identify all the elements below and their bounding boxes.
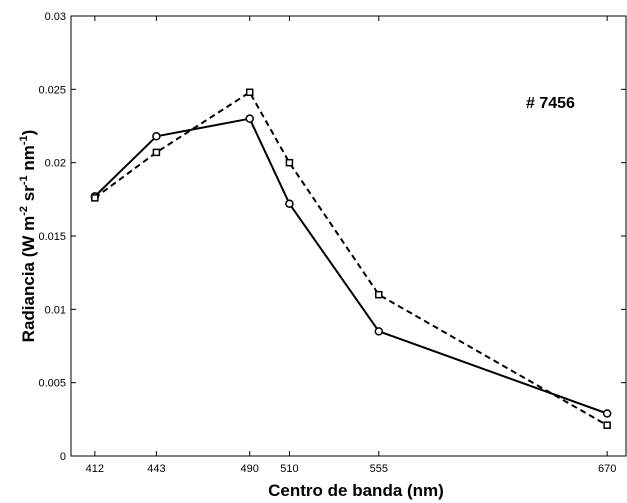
y-tick-label: 0.01: [45, 304, 66, 316]
y-tick-label: 0: [60, 451, 66, 463]
y-axis-title-mid2: nm: [19, 145, 38, 175]
series-solid-point: [245, 114, 254, 123]
y-tick-label: 0.005: [38, 378, 66, 390]
series-layer: [90, 88, 612, 429]
series-dashed-point: [245, 88, 254, 97]
y-tick-label: 0.015: [38, 231, 66, 243]
x-tick-label: 443: [147, 463, 165, 475]
series-dashed-point: [91, 194, 99, 202]
x-tick-label: 555: [370, 463, 388, 475]
y-axis-title-main: Radiancia (W m: [19, 216, 38, 343]
x-tick-label: 510: [280, 463, 298, 475]
series-solid-point: [285, 199, 294, 208]
x-tick-label: 490: [241, 463, 259, 475]
sample-annotation: # 7456: [526, 95, 575, 112]
series-dashed-point: [603, 421, 611, 429]
y-tick-label: 0.02: [45, 158, 66, 170]
y-axis-title-mid1: sr: [19, 185, 38, 206]
y-axis-title: Radiancia (W m-2 sr-1 nm-1): [18, 130, 38, 343]
series-solid-point: [374, 327, 384, 336]
series-dashed-point: [285, 158, 294, 167]
x-tick-label: 670: [598, 463, 616, 475]
series-dashed-point: [152, 148, 161, 157]
y-tick-label: 0.025: [38, 84, 66, 96]
series-solid-point: [602, 409, 612, 418]
series-solid-line: [94, 117, 608, 415]
y-axis-title-exp1: -2: [18, 206, 30, 216]
series-dashed-point: [375, 290, 383, 299]
y-axis-title-exp3: -1: [18, 135, 30, 145]
x-axis-title: Centro de banda (nm): [268, 481, 444, 500]
y-axis-title-end: ): [19, 130, 38, 136]
x-axis-ticks: 412 443 490 510 555 670: [86, 16, 616, 475]
y-axis-ticks: 0 0.005 0.01 0.015 0.02 0.025 0.03: [38, 11, 626, 463]
y-tick-label: 0.03: [45, 11, 66, 23]
x-tick-label: 412: [86, 463, 104, 475]
series-solid-point: [152, 132, 161, 141]
y-axis-title-exp2: -1: [18, 175, 30, 185]
series-dashed-line: [94, 91, 608, 427]
